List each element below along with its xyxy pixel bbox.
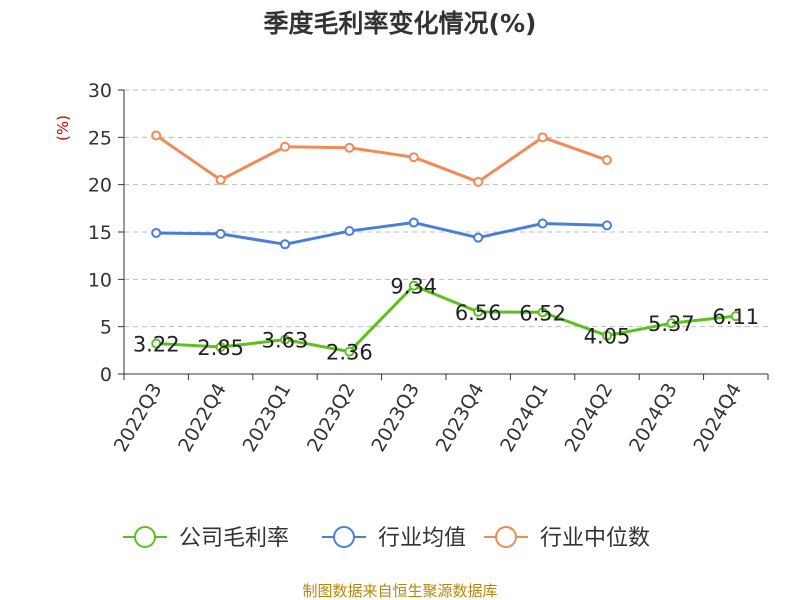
data-point — [344, 142, 355, 153]
data-point — [408, 152, 419, 163]
data-point — [408, 280, 419, 291]
data-label: 3.22 — [133, 333, 180, 357]
data-point — [215, 342, 226, 353]
data-point — [151, 227, 162, 238]
data-label: 2.36 — [326, 341, 373, 365]
data-label: 9.34 — [390, 275, 437, 299]
data-point — [344, 346, 355, 357]
y-tick-label: 0 — [100, 364, 112, 386]
y-tick-label: 25 — [88, 127, 112, 149]
data-label: 2.85 — [197, 336, 244, 360]
data-point — [537, 132, 548, 143]
data-point — [537, 307, 548, 318]
source-note: 制图数据来自恒生聚源数据库 — [302, 582, 497, 600]
data-point — [730, 311, 741, 322]
y-tick-label: 5 — [100, 317, 112, 339]
series-line — [156, 284, 736, 354]
data-label: 6.52 — [519, 301, 566, 325]
x-tick-label: 2023Q1 — [239, 380, 296, 456]
x-tick-label: 2022Q3 — [110, 380, 167, 456]
legend-swatch-marker — [134, 526, 156, 548]
y-axis-unit-label: (%) — [54, 115, 72, 141]
data-point — [280, 141, 290, 152]
legend-swatch-marker — [495, 526, 517, 548]
x-tick-label: 2023Q2 — [303, 380, 360, 456]
data-point — [215, 174, 226, 185]
chart-title: 季度毛利率变化情况(%) — [264, 9, 537, 38]
data-point — [602, 155, 612, 166]
data-label: 4.05 — [584, 325, 631, 349]
grid-lines — [124, 89, 768, 328]
series-line — [155, 134, 608, 184]
data-point — [408, 217, 419, 228]
data-point — [473, 176, 484, 187]
x-tick-label: 2022Q4 — [174, 380, 231, 456]
legend: 公司毛利率 行业均值 行业中位数 — [123, 526, 650, 551]
legend-label: 行业中位数 — [540, 526, 650, 551]
x-tick-label: 2023Q3 — [367, 380, 424, 456]
y-tick-label: 30 — [88, 80, 112, 102]
y-tick-label: 20 — [88, 175, 112, 197]
data-point — [473, 232, 484, 243]
data-point — [537, 218, 548, 229]
legend-label: 行业均值 — [378, 526, 466, 551]
y-tick-label: 15 — [88, 222, 112, 244]
data-point — [280, 334, 290, 345]
x-tick-label: 2024Q1 — [496, 380, 553, 456]
data-point — [151, 338, 162, 349]
data-point — [151, 130, 162, 141]
legend-label: 公司毛利率 — [179, 526, 289, 551]
data-point — [344, 226, 355, 237]
data-label: 6.56 — [455, 301, 502, 325]
data-point — [602, 220, 612, 231]
y-tick-label: 10 — [88, 269, 112, 291]
x-tick-label: 2024Q3 — [625, 380, 682, 456]
series-line — [156, 221, 608, 246]
x-tick-label: 2024Q2 — [561, 380, 618, 456]
data-point — [473, 306, 484, 317]
data-point — [280, 239, 290, 250]
data-labels: 3.22 2.85 3.63 2.36 9.34 6.56 6.52 4.05 5.37 6.11 — [133, 275, 759, 365]
data-point — [602, 330, 612, 341]
x-tick-label: 2023Q4 — [432, 380, 489, 456]
data-label: 5.37 — [648, 312, 695, 336]
x-axis: 2022Q3 2022Q4 2023Q1 2023Q2 2023Q3 2023Q4 2024… — [110, 373, 769, 456]
legend-swatch-marker — [333, 526, 355, 548]
data-label: 3.63 — [262, 329, 309, 353]
y-axis: 0 5 10 15 20 25 30 — [88, 80, 125, 386]
series-group — [151, 130, 741, 357]
data-point — [666, 318, 677, 329]
data-point — [215, 228, 226, 239]
x-tick-label: 2024Q4 — [689, 380, 746, 456]
data-label: 6.11 — [712, 305, 759, 329]
